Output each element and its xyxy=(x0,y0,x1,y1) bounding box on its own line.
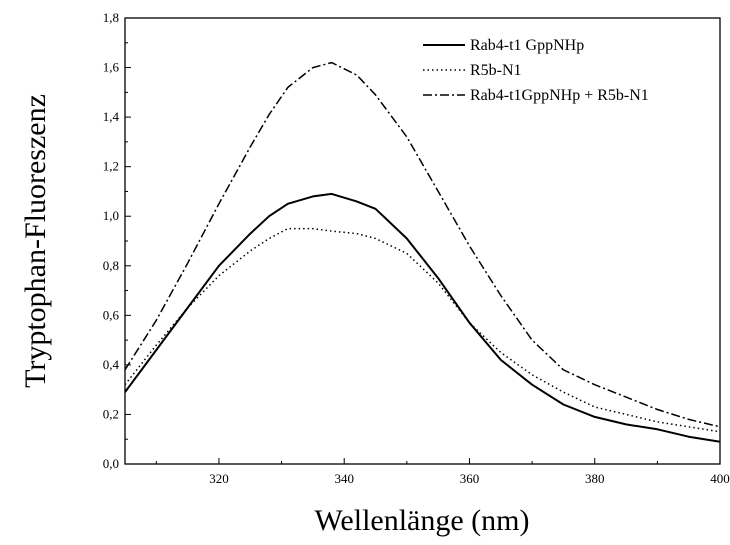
x-axis: 320 340 360 380 400 xyxy=(155,458,730,486)
y-axis-title: Tryptophan-Fluoreszenz xyxy=(19,94,52,388)
legend: Rab4-t1 GppNHp R5b-N1 Rab4-t1GppNHp + R5… xyxy=(423,37,649,104)
series-line-solid xyxy=(124,192,721,443)
y-tick-label: 1,0 xyxy=(103,208,119,223)
y-tick-label: 0,2 xyxy=(103,406,119,421)
y-tick-label: 0,0 xyxy=(103,456,119,471)
y-tick-label: 1,2 xyxy=(103,159,119,174)
legend-label-2: R5b-N1 xyxy=(470,62,522,79)
x-tick-label: 360 xyxy=(460,471,480,486)
x-tick-label: 400 xyxy=(710,471,730,486)
y-tick-label: 1,8 xyxy=(103,10,119,25)
legend-label-3: Rab4-t1GppNHp + R5b-N1 xyxy=(470,87,649,104)
y-tick-label: 0,8 xyxy=(103,258,119,273)
legend-label-1: Rab4-t1 GppNHp xyxy=(470,37,584,54)
series-line-dotted xyxy=(124,227,721,433)
y-tick-label: 0,6 xyxy=(103,307,120,322)
y-axis: 0,0 0,2 0,4 0,6 0,8 1,0 1,2 1,4 1,6 1,8 xyxy=(103,10,131,471)
y-tick-label: 1,4 xyxy=(103,109,120,124)
plot-frame xyxy=(124,17,721,465)
x-tick-label: 320 xyxy=(209,471,229,486)
x-tick-label: 380 xyxy=(585,471,605,486)
series-line-dashdot xyxy=(124,61,721,428)
y-tick-label: 1,6 xyxy=(103,60,120,75)
y-tick-label: 0,4 xyxy=(103,357,120,372)
series-group xyxy=(124,61,721,443)
x-tick-label: 340 xyxy=(334,471,354,486)
x-axis-title: Wellenlänge (nm) xyxy=(315,504,530,537)
